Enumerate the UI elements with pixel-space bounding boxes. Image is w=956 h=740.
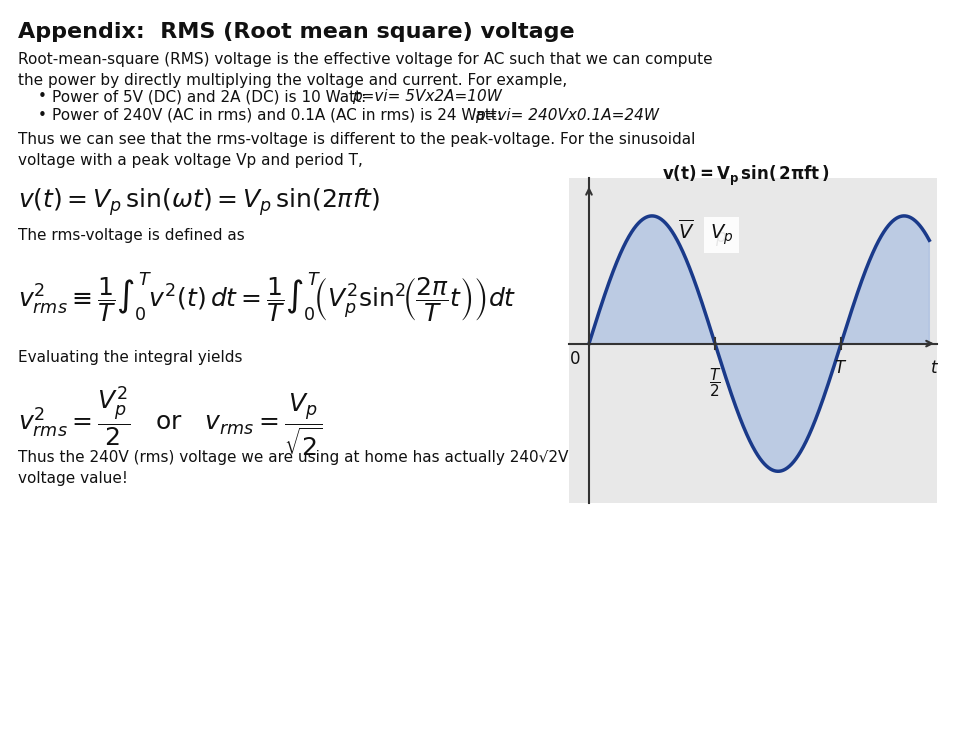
- Text: $T$: $T$: [835, 359, 848, 377]
- Text: $v^2_{rms} = \dfrac{V_p^2}{2}$   or   $v_{rms} = \dfrac{V_p}{\sqrt{2}}$: $v^2_{rms} = \dfrac{V_p^2}{2}$ or $v_{rm…: [18, 385, 323, 459]
- Text: $p$: $p$: [715, 230, 727, 248]
- Text: The rms-voltage is defined as: The rms-voltage is defined as: [18, 228, 245, 243]
- Text: Power of 240V (AC in rms) and 0.1A (AC in rms) is 24 Watt:: Power of 240V (AC in rms) and 0.1A (AC i…: [52, 108, 507, 123]
- Text: Appendix:  RMS (Root mean square) voltage: Appendix: RMS (Root mean square) voltage: [18, 22, 575, 42]
- Text: •: •: [38, 89, 47, 104]
- Text: Thus the 240V (rms) voltage we are using at home has actually 240√2V (or 340V) p: Thus the 240V (rms) voltage we are using…: [18, 450, 687, 486]
- Text: $V_p$: $V_p$: [710, 223, 733, 247]
- Text: $v^2_{rms} \equiv \dfrac{1}{T}\int_0^T v^2(t)\,dt = \dfrac{1}{T}\int_0^T \!\left: $v^2_{rms} \equiv \dfrac{1}{T}\int_0^T v…: [18, 270, 516, 324]
- Text: 0: 0: [570, 350, 580, 368]
- Text: p=vi= 240Vx0.1A=24W: p=vi= 240Vx0.1A=24W: [475, 108, 659, 123]
- Text: p=vi= 5Vx2A=10W: p=vi= 5Vx2A=10W: [352, 89, 502, 104]
- Text: Evaluating the integral yields: Evaluating the integral yields: [18, 350, 243, 365]
- Text: Root-mean-square (RMS) voltage is the effective voltage for AC such that we can : Root-mean-square (RMS) voltage is the ef…: [18, 52, 712, 88]
- Text: Power of 5V (DC) and 2A (DC) is 10 Watt:: Power of 5V (DC) and 2A (DC) is 10 Watt:: [52, 89, 371, 104]
- Text: Thus we can see that the rms-voltage is different to the peak-voltage. For the s: Thus we can see that the rms-voltage is …: [18, 132, 695, 168]
- Text: $t$: $t$: [930, 359, 939, 377]
- Text: $\overline{V}$: $\overline{V}$: [679, 220, 695, 243]
- Text: $v(t) = V_p \, \sin(\omega t) = V_p \, \sin(2\pi f t)$: $v(t) = V_p \, \sin(\omega t) = V_p \, \…: [18, 186, 380, 218]
- Text: $\mathbf{v(t) = V_p\,sin(\,2\pi ft\,)}$: $\mathbf{v(t) = V_p\,sin(\,2\pi ft\,)}$: [662, 164, 829, 188]
- Text: $\dfrac{T}{2}$: $\dfrac{T}{2}$: [709, 366, 721, 400]
- Text: •: •: [38, 108, 47, 123]
